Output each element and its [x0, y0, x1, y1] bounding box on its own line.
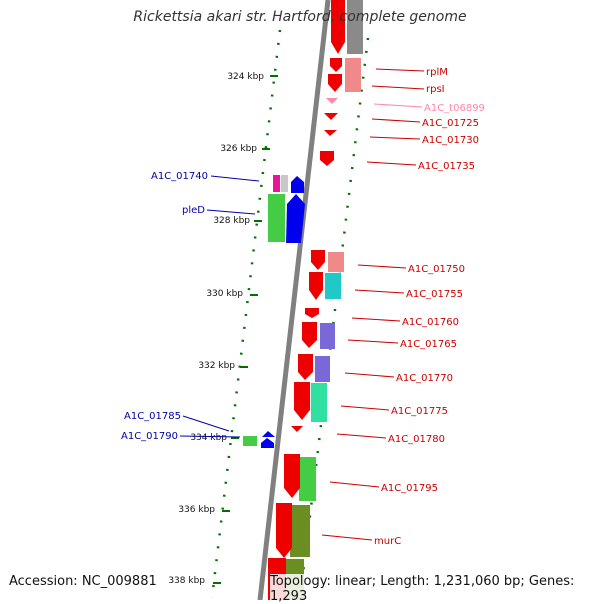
- label-A1C_01735: A1C_01735: [418, 161, 475, 172]
- leader-A1C_01730: [369, 136, 421, 140]
- leader-A1C_01725: [371, 118, 421, 123]
- feature-block-01755: [325, 273, 341, 299]
- label-A1C_01775: A1C_01775: [391, 406, 448, 417]
- label-murC: murC: [374, 536, 401, 547]
- tick-label-326: 326 kbp: [220, 144, 257, 154]
- feature-block-01740-grey: [281, 175, 288, 192]
- leader-rplM: [375, 68, 425, 72]
- gene-A1C_01750: [311, 250, 325, 270]
- label-A1C_01725: A1C_01725: [422, 118, 479, 129]
- leader-A1C_01740: [210, 175, 260, 182]
- tick-marks: 324 kbp 326 kbp 328 kbp 330 kbp 332 kbp …: [168, 72, 278, 586]
- feature-block-top-grey: [347, 0, 363, 54]
- map-title: Rickettsia akari str. Hartford, complete…: [133, 9, 467, 25]
- tick-label-336: 336 kbp: [178, 505, 215, 515]
- outer-guide-lines: [210, 29, 370, 599]
- genome-backbone: [257, 0, 331, 601]
- gene-A1C_01780: [291, 426, 303, 432]
- label-A1C_t06899: A1C_t06899: [424, 103, 485, 114]
- accession-text: Accession: NC_009881: [9, 574, 157, 589]
- gene-A1C_01790: [261, 438, 274, 448]
- feature-block-01750: [328, 252, 344, 272]
- tick-label-332: 332 kbp: [198, 361, 235, 371]
- label-A1C_01760: A1C_01760: [402, 317, 459, 328]
- gene-A1C_01770: [298, 354, 313, 380]
- tick-label-330: 330 kbp: [206, 289, 243, 299]
- label-A1C_01750: A1C_01750: [408, 264, 465, 275]
- leader-A1C_01775: [340, 405, 390, 411]
- leader-rpsI: [371, 85, 425, 90]
- leader-A1C_01765: [347, 339, 399, 344]
- gene-A1C_01725: [324, 113, 338, 120]
- leader-A1C_01760: [351, 317, 401, 322]
- tick-label-324: 324 kbp: [227, 72, 264, 82]
- label-rplM: rplM: [426, 67, 448, 78]
- leader-A1C_01795: [329, 481, 380, 488]
- leader-murC: [321, 534, 373, 541]
- label-A1C_01765: A1C_01765: [400, 339, 457, 350]
- leader-lines: [179, 68, 425, 541]
- feature-block-01765: [320, 323, 335, 349]
- gene-A1C_01775: [294, 382, 310, 420]
- gene-labels-right: rplM rpsI A1C_t06899 A1C_01725 A1C_01730…: [374, 67, 485, 547]
- leader-A1C_01750: [357, 264, 407, 269]
- label-A1C_01740: A1C_01740: [151, 171, 208, 182]
- feature-block-murC: [290, 505, 310, 557]
- label-pleD: pleD: [182, 205, 205, 216]
- label-A1C_01780: A1C_01780: [388, 434, 445, 445]
- gene-rplM: [330, 58, 342, 72]
- feature-block-01770: [315, 356, 330, 382]
- leader-pleD: [206, 209, 256, 215]
- left-guide-line: [210, 29, 282, 599]
- label-A1C_01755: A1C_01755: [406, 289, 463, 300]
- gene-rpsI: [328, 74, 342, 92]
- gene-A1C_t06899: [326, 98, 338, 104]
- leader-A1C_01755: [354, 289, 405, 294]
- gene-A1C_01760: [305, 308, 319, 318]
- label-A1C_01795: A1C_01795: [381, 483, 438, 494]
- label-A1C_01790: A1C_01790: [121, 431, 178, 442]
- tick-label-334: 334 kbp: [190, 433, 227, 443]
- tick-label-338: 338 kbp: [168, 576, 205, 586]
- feature-block-rpsI: [345, 58, 361, 92]
- right-color-tracks: [286, 0, 363, 600]
- gene-A1C_01740: [291, 176, 304, 193]
- reverse-genes: [243, 175, 305, 448]
- gene-labels-left: A1C_01740 pleD A1C_01785 A1C_01790: [121, 171, 208, 442]
- gene-A1C_01755: [309, 272, 323, 300]
- gene-top-1: [331, 0, 345, 54]
- feature-block-01775: [311, 383, 327, 422]
- feature-block-01790: [243, 436, 257, 446]
- feature-block-pleD: [268, 194, 285, 242]
- feature-block-01795: [299, 457, 316, 501]
- label-A1C_01770: A1C_01770: [396, 373, 453, 384]
- label-rpsI: rpsI: [426, 84, 445, 95]
- gene-A1C_01730: [324, 130, 337, 136]
- tick-label-328: 328 kbp: [213, 216, 250, 226]
- leader-A1C_t06899: [373, 103, 423, 108]
- feature-block-01740-magenta: [273, 175, 280, 192]
- gene-pleD: [286, 194, 305, 243]
- leader-A1C_01735: [366, 161, 417, 166]
- label-A1C_01785: A1C_01785: [124, 411, 181, 422]
- label-A1C_01730: A1C_01730: [422, 135, 479, 146]
- gene-murC: [276, 503, 292, 558]
- gene-A1C_01795: [284, 454, 300, 498]
- leader-A1C_01770: [344, 372, 395, 378]
- gene-A1C_01735: [320, 151, 334, 166]
- leader-A1C_01790: [179, 435, 241, 438]
- leader-A1C_01785: [182, 415, 230, 432]
- gene-A1C_01765: [302, 322, 317, 348]
- leader-A1C_01780: [336, 433, 387, 439]
- gene-A1C_01785: [262, 431, 275, 437]
